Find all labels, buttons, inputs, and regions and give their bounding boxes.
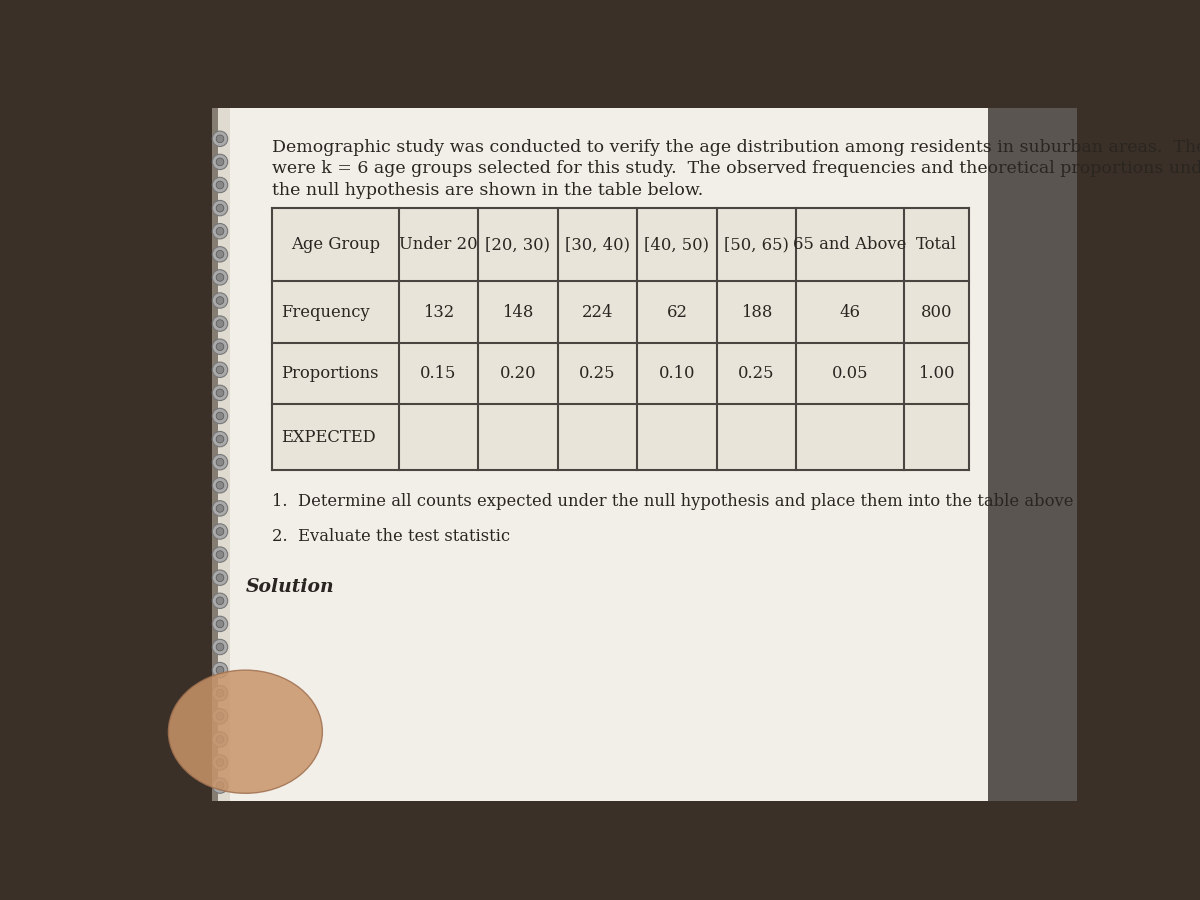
Polygon shape: [154, 108, 1078, 801]
Circle shape: [216, 759, 224, 767]
Circle shape: [212, 454, 228, 470]
Text: 0.25: 0.25: [738, 365, 775, 382]
Text: 800: 800: [920, 303, 953, 320]
Text: Total: Total: [916, 236, 956, 253]
Text: 1.  Determine all counts expected under the null hypothesis and place them into : 1. Determine all counts expected under t…: [272, 493, 1074, 510]
Circle shape: [216, 574, 224, 581]
Text: 188: 188: [740, 303, 772, 320]
Circle shape: [212, 154, 228, 169]
Text: 0.15: 0.15: [420, 365, 456, 382]
Circle shape: [216, 250, 224, 258]
Circle shape: [212, 270, 228, 285]
Circle shape: [212, 732, 228, 747]
Text: 224: 224: [582, 303, 613, 320]
Text: [50, 65): [50, 65): [724, 236, 788, 253]
Circle shape: [216, 228, 224, 235]
Circle shape: [212, 478, 228, 493]
Text: 0.20: 0.20: [499, 365, 536, 382]
Text: Frequency: Frequency: [282, 303, 371, 320]
Circle shape: [216, 135, 224, 143]
Circle shape: [216, 620, 224, 628]
Text: 0.25: 0.25: [580, 365, 616, 382]
Circle shape: [216, 482, 224, 490]
Text: [30, 40): [30, 40): [565, 236, 630, 253]
Circle shape: [216, 689, 224, 697]
Text: Demographic study was conducted to verify the age distribution among residents i: Demographic study was conducted to verif…: [272, 139, 1200, 156]
Circle shape: [216, 782, 224, 789]
Polygon shape: [846, 108, 1078, 801]
Circle shape: [216, 644, 224, 651]
Circle shape: [212, 177, 228, 193]
Circle shape: [216, 412, 224, 419]
Circle shape: [216, 713, 224, 720]
Circle shape: [216, 366, 224, 373]
Circle shape: [216, 158, 224, 166]
Text: [20, 30): [20, 30): [485, 236, 551, 253]
Circle shape: [216, 505, 224, 512]
Circle shape: [212, 339, 228, 355]
Text: EXPECTED: EXPECTED: [282, 428, 377, 446]
Circle shape: [212, 131, 228, 147]
Circle shape: [212, 570, 228, 585]
Text: 0.10: 0.10: [659, 365, 695, 382]
Circle shape: [212, 500, 228, 516]
Text: 65 and Above: 65 and Above: [793, 236, 907, 253]
Text: 2.  Evaluate the test statistic: 2. Evaluate the test statistic: [272, 527, 510, 544]
Circle shape: [216, 181, 224, 189]
Circle shape: [216, 297, 224, 304]
Circle shape: [216, 666, 224, 674]
Text: Proportions: Proportions: [282, 365, 379, 382]
Circle shape: [212, 547, 228, 562]
Polygon shape: [272, 208, 970, 470]
Circle shape: [216, 204, 224, 212]
Polygon shape: [218, 108, 989, 801]
Ellipse shape: [168, 670, 323, 793]
Text: were k = 6 age groups selected for this study.  The observed frequencies and the: were k = 6 age groups selected for this …: [272, 160, 1200, 177]
Circle shape: [216, 436, 224, 443]
Circle shape: [212, 755, 228, 770]
Circle shape: [212, 362, 228, 377]
Circle shape: [216, 597, 224, 605]
Circle shape: [212, 593, 228, 608]
Circle shape: [212, 223, 228, 238]
Circle shape: [212, 385, 228, 400]
Text: 62: 62: [666, 303, 688, 320]
Circle shape: [212, 524, 228, 539]
Circle shape: [216, 343, 224, 351]
Circle shape: [212, 316, 228, 331]
Circle shape: [212, 201, 228, 216]
Polygon shape: [212, 108, 230, 801]
Text: 46: 46: [840, 303, 860, 320]
Circle shape: [216, 458, 224, 466]
Text: 1.00: 1.00: [918, 365, 955, 382]
Circle shape: [216, 274, 224, 281]
Text: 148: 148: [502, 303, 534, 320]
Text: [40, 50): [40, 50): [644, 236, 709, 253]
Circle shape: [216, 320, 224, 328]
Circle shape: [212, 686, 228, 701]
Circle shape: [212, 292, 228, 308]
Circle shape: [212, 778, 228, 793]
Circle shape: [212, 431, 228, 446]
Text: Solution: Solution: [246, 578, 334, 596]
Circle shape: [212, 247, 228, 262]
Circle shape: [216, 735, 224, 743]
Text: the null hypothesis are shown in the table below.: the null hypothesis are shown in the tab…: [272, 182, 703, 199]
Text: 0.05: 0.05: [832, 365, 868, 382]
Circle shape: [212, 616, 228, 632]
Circle shape: [212, 662, 228, 678]
Circle shape: [216, 551, 224, 558]
Text: Under 20: Under 20: [400, 236, 478, 253]
Text: Age Group: Age Group: [290, 236, 380, 253]
Circle shape: [216, 527, 224, 536]
Circle shape: [216, 389, 224, 397]
Text: 132: 132: [422, 303, 454, 320]
Circle shape: [212, 708, 228, 724]
Circle shape: [212, 639, 228, 654]
Circle shape: [212, 409, 228, 424]
